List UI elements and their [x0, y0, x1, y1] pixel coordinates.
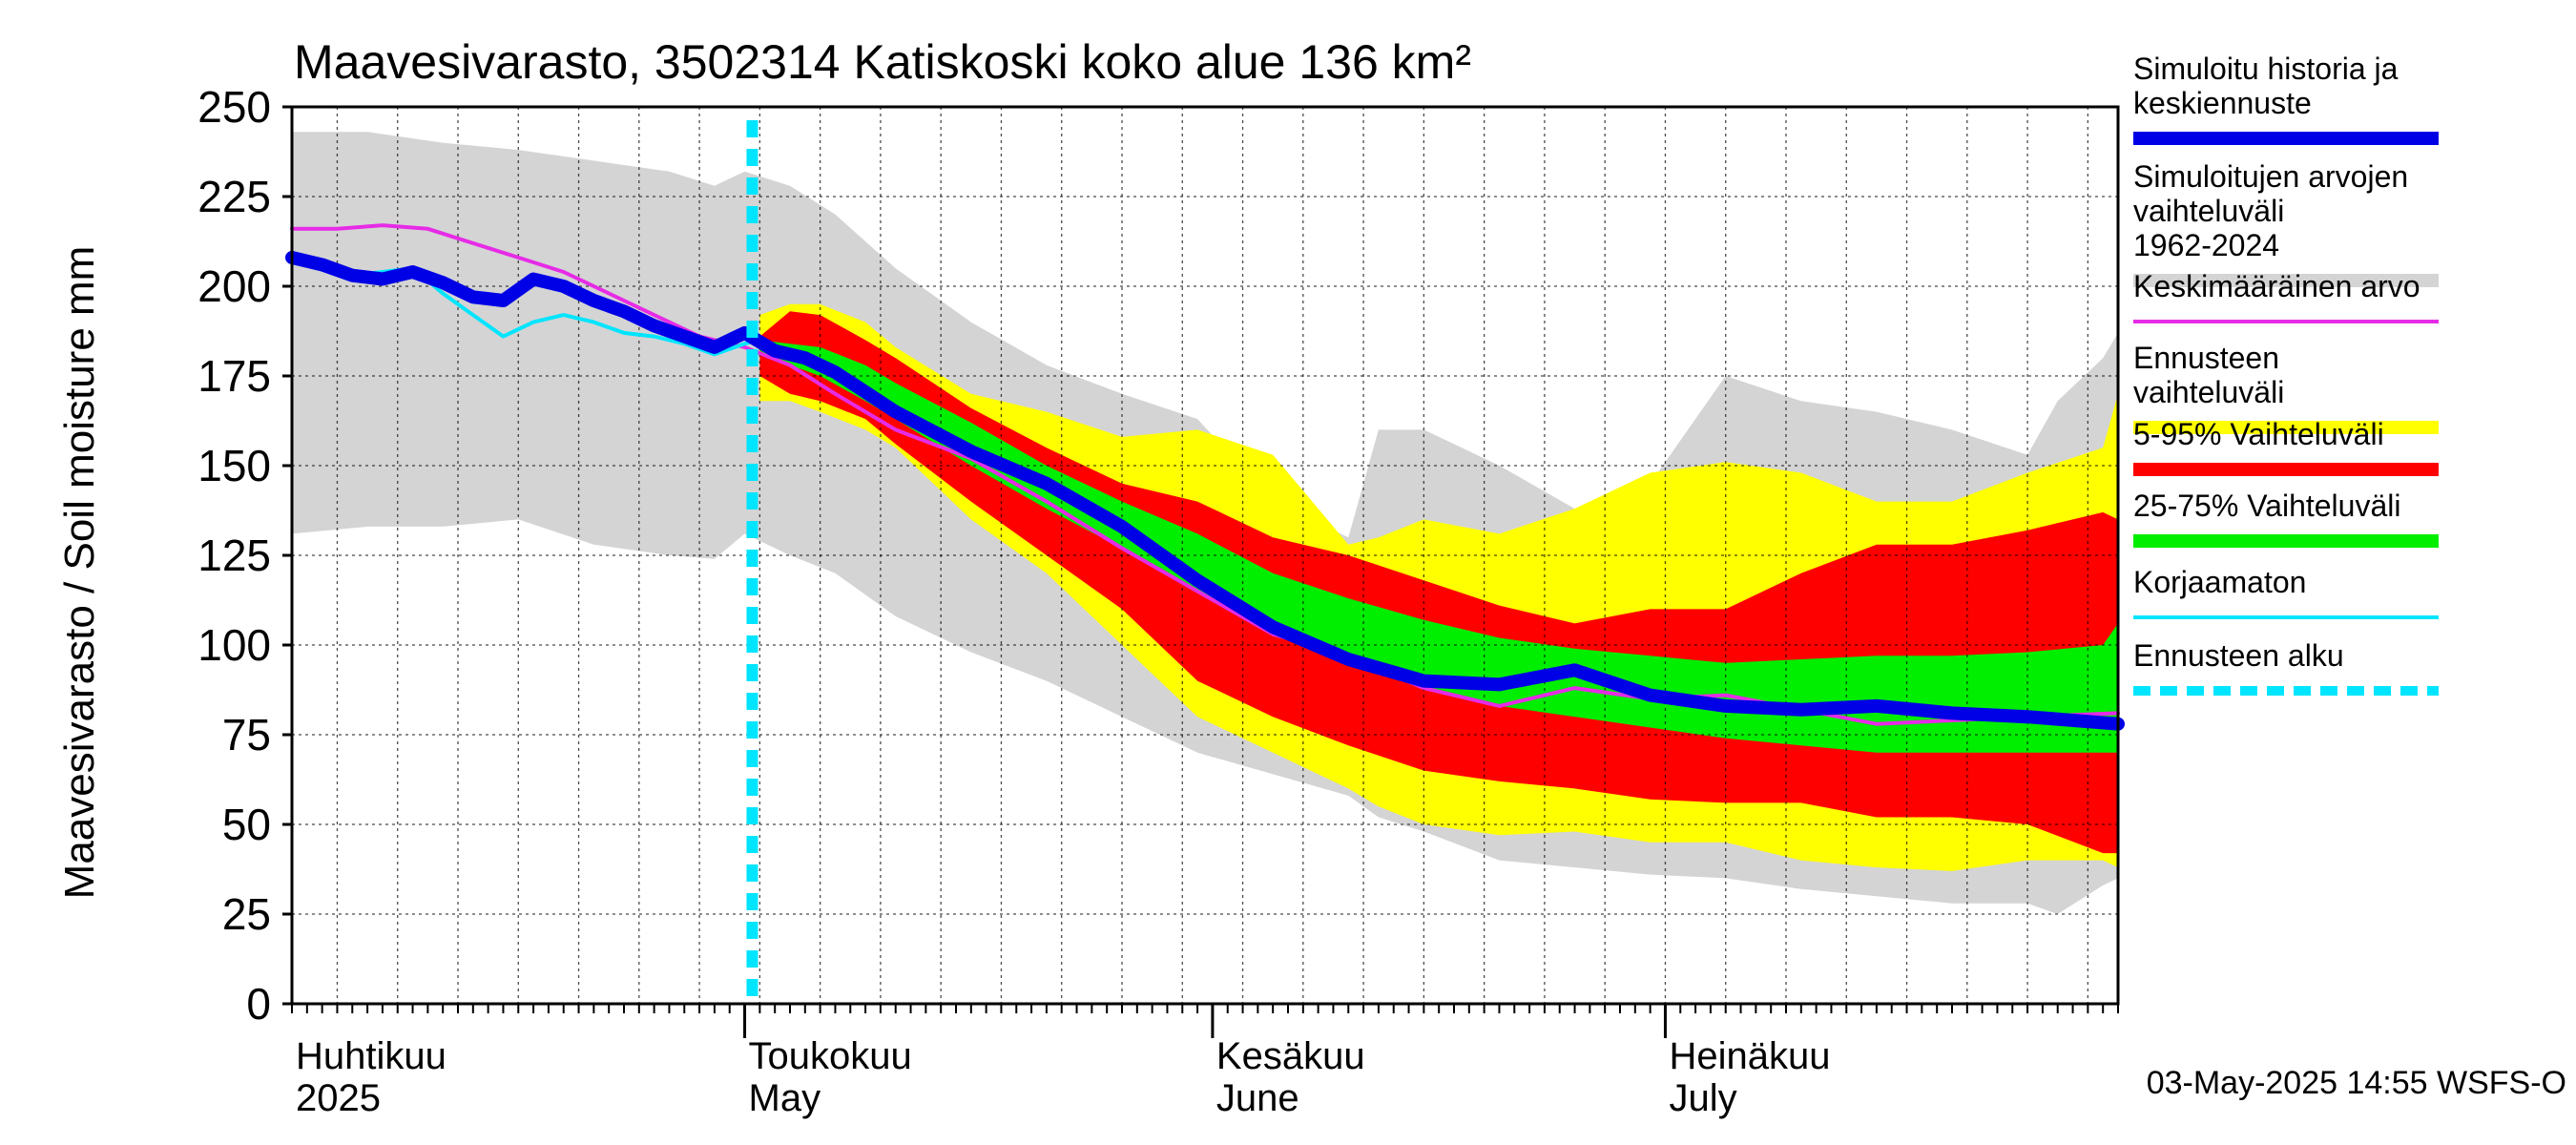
legend-label-1-1: vaihteluväli: [2133, 194, 2284, 228]
legend-label-3-0: Ennusteen: [2133, 341, 2279, 375]
month-label-1: Toukokuu: [749, 1035, 912, 1077]
y-tick-label-75: 75: [222, 710, 271, 760]
y-tick-label-250: 250: [197, 82, 271, 132]
legend-label-2-0: Keskimääräinen arvo: [2133, 269, 2420, 303]
y-tick-label-50: 50: [222, 800, 271, 849]
legend-label-5-0: 25-75% Vaihteluväli: [2133, 489, 2400, 523]
month-label-3: Heinäkuu: [1669, 1035, 1830, 1077]
y-tick-label-225: 225: [197, 172, 271, 221]
legend-label-4-0: 5-95% Vaihteluväli: [2133, 417, 2384, 451]
month-sub-label-3: July: [1669, 1077, 1736, 1119]
month-label-2: Kesäkuu: [1216, 1035, 1365, 1077]
y-tick-label-125: 125: [197, 531, 271, 580]
timestamp-footer: 03-May-2025 14:55 WSFS-O: [2147, 1065, 2566, 1101]
legend-label-7-0: Ennusteen alku: [2133, 638, 2344, 673]
legend-label-0-1: keskiennuste: [2133, 86, 2312, 120]
legend-label-1-0: Simuloitujen arvojen: [2133, 159, 2408, 194]
y-tick-label-25: 25: [222, 889, 271, 939]
legend-label-6-0: Korjaamaton: [2133, 565, 2306, 599]
legend-label-3-1: vaihteluväli: [2133, 375, 2284, 409]
line-series-0: [290, 223, 2120, 726]
chart-lines: [285, 120, 2125, 1004]
line-series-2: [285, 250, 2125, 731]
month-sub-label-2: June: [1216, 1077, 1299, 1119]
chart-bands: [292, 132, 2118, 915]
month-sub-label-1: May: [749, 1077, 821, 1119]
y-tick-label-100: 100: [197, 620, 271, 670]
month-sub-label-0: 2025: [296, 1077, 381, 1119]
chart-title: Maavesivarasto, 3502314 Katiskoski koko …: [294, 35, 1471, 89]
y-axis-label: Maavesivarasto / Soil moisture mm: [56, 246, 103, 900]
y-tick-label-0: 0: [246, 979, 271, 1029]
y-tick-label-150: 150: [197, 441, 271, 490]
legend-label-0-0: Simuloitu historia ja: [2133, 52, 2399, 86]
legend-label-1-2: 1962-2024: [2133, 228, 2279, 262]
y-tick-label-200: 200: [197, 261, 271, 311]
y-tick-label-175: 175: [197, 351, 271, 401]
month-label-0: Huhtikuu: [296, 1035, 447, 1077]
chart-axes: 0 25 50 75 100 125 150 175 200 225 250 Huhtikuu2025…: [197, 82, 2120, 1119]
